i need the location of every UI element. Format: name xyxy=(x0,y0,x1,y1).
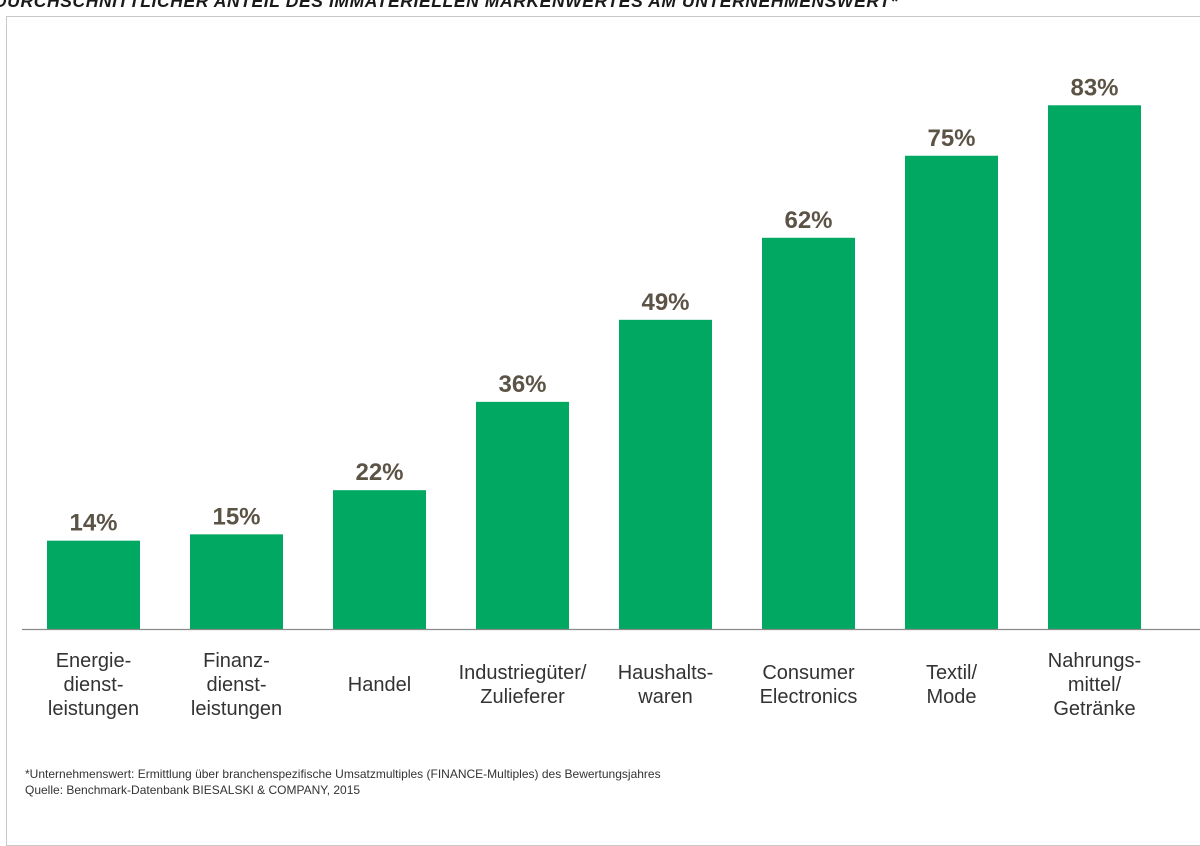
category-label: Handel xyxy=(348,674,411,696)
category-label: dienst- xyxy=(63,674,123,696)
category-label: Haushalts- xyxy=(618,662,714,684)
bar xyxy=(905,155,998,629)
data-label: 36% xyxy=(498,371,546,398)
bar xyxy=(619,319,712,629)
footnote-definition: *Unternehmenswert: Ermittlung über branc… xyxy=(25,767,661,781)
category-label: Nahrungs- xyxy=(1048,650,1141,672)
category-label: waren xyxy=(637,686,692,708)
data-label: 15% xyxy=(212,503,260,530)
bar xyxy=(190,534,283,629)
bar xyxy=(762,237,855,629)
category-label: leistungen xyxy=(48,698,139,720)
category-label: Getränke xyxy=(1053,698,1135,720)
category-label: Consumer xyxy=(762,662,855,684)
data-label: 49% xyxy=(641,289,689,316)
category-label: Industriegüter/ xyxy=(459,662,587,684)
category-label: Finanz- xyxy=(203,650,270,672)
data-label: 22% xyxy=(355,459,403,486)
category-label: mittel/ xyxy=(1068,674,1122,696)
category-label: Zulieferer xyxy=(480,686,565,708)
category-label: Electronics xyxy=(760,686,858,708)
data-label: 14% xyxy=(69,510,117,537)
data-label: 83% xyxy=(1070,74,1118,101)
category-label: Energie- xyxy=(56,650,132,672)
chart-title: DURCHSCHNITTLICHER ANTEIL DES IMMATERIEL… xyxy=(0,0,899,11)
category-label: dienst- xyxy=(206,674,266,696)
category-label: Textil/ xyxy=(926,662,978,684)
data-label: 62% xyxy=(784,207,832,234)
footnote-source: Quelle: Benchmark-Datenbank BIESALSKI & … xyxy=(25,783,361,797)
bar xyxy=(333,490,426,629)
bar xyxy=(1048,105,1141,629)
bar xyxy=(476,401,569,629)
category-label: leistungen xyxy=(191,698,282,720)
category-label: Mode xyxy=(926,686,976,708)
data-label: 75% xyxy=(927,125,975,152)
footnote: *Unternehmenswert: Ermittlung über branc… xyxy=(25,766,661,798)
bar xyxy=(47,540,140,629)
